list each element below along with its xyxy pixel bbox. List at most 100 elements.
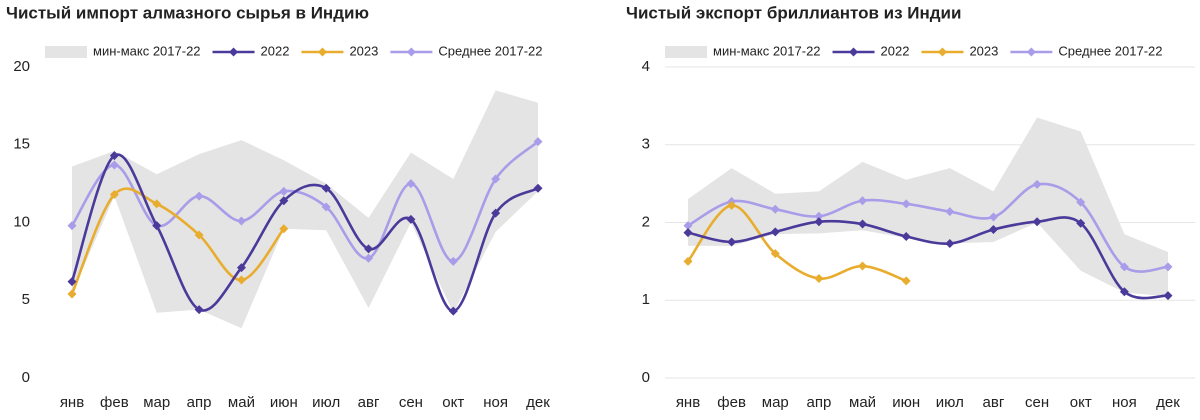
- data-point: [1163, 262, 1173, 272]
- data-point: [491, 208, 501, 218]
- data-point: [364, 253, 374, 263]
- x-tick-label: окт: [442, 394, 464, 411]
- legend-label: 2022: [881, 43, 910, 58]
- x-tick-label: апр: [187, 394, 212, 411]
- x-tick-label: дек: [526, 394, 550, 411]
- x-tick-label: апр: [807, 394, 832, 411]
- data-point: [321, 202, 331, 212]
- y-tick-label: 10: [13, 213, 30, 230]
- x-tick-label: дек: [1156, 394, 1180, 411]
- legend-marker: [406, 47, 416, 57]
- data-point: [152, 221, 162, 231]
- x-tick-label: сен: [1025, 394, 1049, 411]
- data-point: [236, 275, 246, 285]
- legend-marker: [317, 47, 327, 57]
- data-point: [945, 207, 955, 217]
- data-point: [236, 216, 246, 226]
- x-tick-label: июл: [312, 394, 340, 411]
- data-point: [683, 221, 693, 231]
- data-point: [988, 212, 998, 222]
- legend-marker: [229, 47, 239, 57]
- data-point: [67, 277, 77, 287]
- data-point: [1032, 217, 1042, 227]
- y-tick-label: 5: [22, 291, 30, 308]
- data-point: [279, 224, 289, 234]
- data-point: [321, 183, 331, 193]
- legend-label: 2023: [969, 43, 998, 58]
- legend-label: Среднее 2017-22: [1058, 43, 1162, 58]
- x-tick-label: фев: [100, 394, 129, 411]
- legend-marker: [849, 47, 859, 57]
- data-point: [901, 231, 911, 241]
- x-tick-label: июл: [936, 394, 964, 411]
- data-point: [448, 306, 458, 316]
- data-point: [770, 227, 780, 237]
- y-tick-label: 0: [22, 369, 30, 386]
- data-point: [406, 214, 416, 224]
- legend-swatch: [665, 46, 707, 58]
- y-tick-label: 3: [642, 136, 650, 153]
- data-point: [194, 191, 204, 201]
- data-point: [683, 256, 693, 266]
- data-point: [236, 263, 246, 273]
- data-point: [533, 183, 543, 193]
- x-tick-label: янв: [676, 394, 700, 411]
- data-point: [770, 204, 780, 214]
- x-tick-label: авг: [358, 394, 380, 411]
- legend-label: мин-макс 2017-22: [93, 43, 201, 58]
- data-point: [533, 137, 543, 147]
- data-point: [152, 199, 162, 209]
- data-point: [858, 196, 868, 206]
- data-point: [279, 186, 289, 196]
- data-point: [491, 174, 501, 184]
- data-point: [194, 305, 204, 315]
- y-tick-label: 20: [13, 58, 30, 75]
- x-tick-label: май: [849, 394, 876, 411]
- data-point: [279, 196, 289, 206]
- data-point: [109, 190, 119, 200]
- x-tick-label: янв: [60, 394, 84, 411]
- y-tick-label: 0: [642, 369, 650, 386]
- x-tick-label: июн: [892, 394, 920, 411]
- data-point: [814, 211, 824, 221]
- legend-label: Среднее 2017-22: [438, 43, 542, 58]
- chart: Чистый импорт алмазного сырья в Индию 0 5 1…: [6, 3, 550, 410]
- data-point: [858, 219, 868, 229]
- chart: Чистый экспорт бриллиантов из Индии 0 1 2 3 4…: [626, 3, 1195, 411]
- x-tick-label: ноя: [1112, 394, 1137, 411]
- legend-label: 2022: [261, 43, 290, 58]
- x-tick-label: мар: [762, 394, 789, 411]
- data-point: [727, 200, 737, 210]
- data-point: [1076, 197, 1086, 207]
- series-line: [70, 140, 539, 263]
- legend-marker: [937, 47, 947, 57]
- data-point: [901, 276, 911, 286]
- data-point: [858, 261, 868, 271]
- data-point: [727, 237, 737, 247]
- data-point: [67, 289, 77, 299]
- x-tick-label: сен: [399, 394, 423, 411]
- data-point: [1163, 291, 1173, 301]
- data-point: [1119, 287, 1129, 297]
- x-tick-label: ноя: [483, 394, 508, 411]
- range-band: [72, 90, 538, 329]
- data-point: [406, 179, 416, 189]
- legend-label: мин-макс 2017-22: [713, 43, 821, 58]
- data-point: [1032, 179, 1042, 189]
- x-tick-label: июн: [270, 394, 298, 411]
- y-tick-label: 1: [642, 291, 650, 308]
- x-tick-label: мар: [143, 394, 170, 411]
- y-tick-label: 15: [13, 136, 30, 153]
- x-tick-label: окт: [1070, 394, 1092, 411]
- data-point: [770, 249, 780, 259]
- data-point: [1119, 262, 1129, 272]
- y-tick-label: 2: [642, 213, 650, 230]
- data-point: [109, 160, 119, 170]
- legend-marker: [1026, 47, 1036, 57]
- legend-swatch: [45, 46, 87, 58]
- legend-label: 2023: [349, 43, 378, 58]
- chart-title: Чистый экспорт бриллиантов из Индии: [626, 3, 961, 22]
- data-point: [67, 221, 77, 231]
- data-point: [364, 244, 374, 254]
